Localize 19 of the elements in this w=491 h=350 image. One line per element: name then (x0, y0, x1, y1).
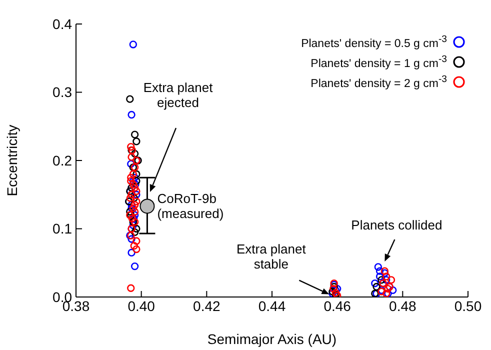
legend-label: Planets' density = 1 g cm$^{-3}$ (310, 52, 447, 72)
annotation: Extra planet stable (236, 241, 306, 272)
x-tick-label: 0.46 (324, 298, 352, 314)
x-tick-label: 0.44 (258, 298, 286, 314)
x-tick-label: 0.48 (389, 298, 417, 314)
y-tick-label: 0.2 (52, 152, 72, 168)
x-tick-label: 0.42 (193, 298, 221, 314)
legend-label: Planets' density = 0.5 g cm$^{-3}$ (301, 33, 447, 52)
x-tick-label: 0.50 (454, 298, 482, 314)
x-axis-title: Semimajor Axis (AU) (207, 331, 337, 347)
y-tick-label: 0.1 (52, 220, 72, 237)
y-tick-label: 0.3 (52, 84, 72, 100)
series-label: CoRoT-9b (measured) (157, 191, 224, 222)
y-axis-title: Eccentricity (4, 124, 20, 196)
y-tick-label: 0.4 (52, 16, 72, 32)
x-tick-label: 0.40 (128, 298, 156, 314)
annotation: Planets collided (351, 218, 442, 233)
annotation: Extra planet ejected (143, 80, 214, 110)
legend-label: Planets' density = 2 g cm$^{-3}$ (310, 72, 447, 92)
